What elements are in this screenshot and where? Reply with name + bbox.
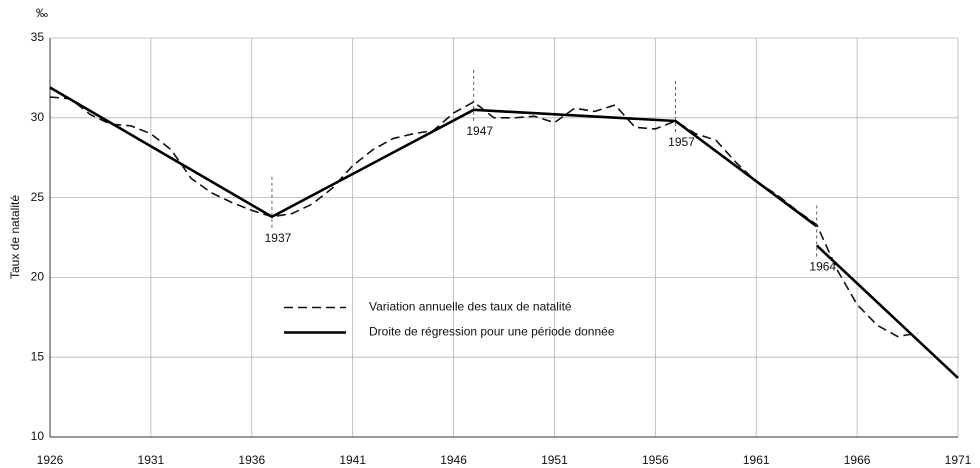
x-tick-label: 1971 [945,453,972,467]
x-tick-label: 1936 [238,453,265,467]
annotation: 1964 [809,260,836,274]
series-line [49,86,818,228]
y-tick-label: 20 [31,270,45,284]
y-unit: ‰ [36,6,48,20]
annotation: 1937 [265,231,292,245]
x-tick-label: 1946 [440,453,467,467]
x-tick-label: 1961 [743,453,770,467]
x-tick-label: 1941 [339,453,366,467]
annotation: 1957 [668,135,695,149]
legend-label: Droite de régression pour une période do… [369,325,615,339]
series-line [815,244,959,379]
annotation: 1947 [466,124,493,138]
x-tick-label: 1931 [138,453,165,467]
y-tick-label: 10 [31,429,45,443]
x-tick-label: 1926 [37,453,64,467]
y-tick-label: 30 [31,110,45,124]
y-tick-label: 25 [31,190,45,204]
legend-label: Variation annuelle des taux de natalité [369,300,572,314]
y-axis-label: Taux de natalité [8,195,22,279]
y-tick-label: 35 [31,30,45,44]
x-tick-label: 1956 [642,453,669,467]
x-tick-label: 1951 [541,453,568,467]
y-tick-label: 15 [31,349,45,363]
x-tick-label: 1966 [844,453,871,467]
